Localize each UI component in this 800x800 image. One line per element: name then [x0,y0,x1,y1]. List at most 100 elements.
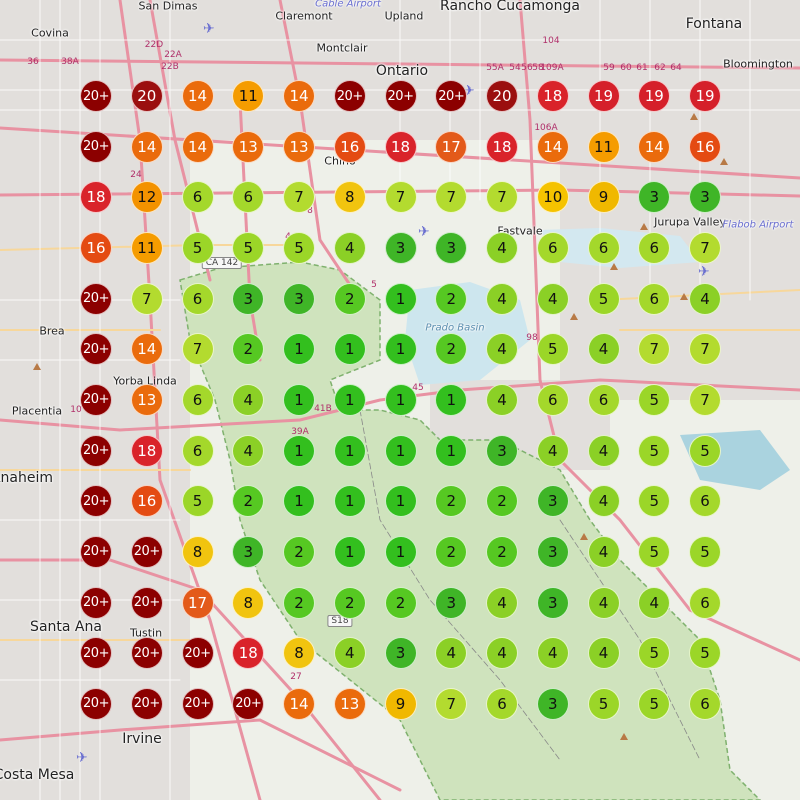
cluster-marker[interactable]: 20+ [80,687,112,720]
cluster-marker[interactable]: 2 [486,485,518,518]
cluster-marker[interactable]: 5 [689,637,721,670]
cluster-marker[interactable]: 14 [536,130,569,163]
cluster-marker[interactable]: 3 [536,586,569,619]
cluster-marker[interactable]: 13 [130,383,163,416]
cluster-marker[interactable]: 1 [333,434,366,467]
cluster-marker[interactable]: 5 [638,535,671,568]
cluster-marker[interactable]: 5 [587,282,620,315]
cluster-marker[interactable]: 4 [486,383,518,416]
cluster-marker[interactable]: 11 [232,80,265,112]
cluster-marker[interactable]: 6 [638,231,671,264]
cluster-marker[interactable]: 19 [689,80,721,112]
cluster-marker[interactable]: 1 [435,434,468,467]
cluster-marker[interactable]: 20+ [232,687,265,720]
cluster-marker[interactable]: 20 [486,80,518,112]
cluster-marker[interactable]: 18 [536,80,569,112]
cluster-marker[interactable]: 2 [435,282,468,315]
cluster-marker[interactable]: 1 [384,333,417,366]
cluster-marker[interactable]: 3 [486,434,518,467]
cluster-marker[interactable]: 4 [232,434,265,467]
cluster-marker[interactable]: 20+ [181,637,214,670]
cluster-marker[interactable]: 1 [283,434,315,467]
cluster-marker[interactable]: 7 [638,333,671,366]
cluster-marker[interactable]: 4 [435,637,468,670]
cluster-marker[interactable]: 5 [689,434,721,467]
cluster-marker[interactable]: 4 [486,586,518,619]
cluster-marker[interactable]: 5 [638,637,671,670]
cluster-marker[interactable]: 5 [181,485,214,518]
cluster-marker[interactable]: 2 [435,333,468,366]
cluster-marker[interactable]: 20+ [384,80,417,112]
cluster-marker[interactable]: 4 [536,434,569,467]
cluster-marker[interactable]: 13 [333,687,366,720]
cluster-marker[interactable]: 9 [384,687,417,720]
cluster-marker[interactable]: 14 [638,130,671,163]
cluster-marker[interactable]: 6 [536,231,569,264]
cluster-marker[interactable]: 2 [384,586,417,619]
cluster-marker[interactable]: 3 [384,637,417,670]
cluster-marker[interactable]: 20 [130,80,163,112]
cluster-marker[interactable]: 13 [283,130,315,163]
cluster-marker[interactable]: 7 [181,333,214,366]
cluster-marker[interactable]: 18 [486,130,518,163]
cluster-marker[interactable]: 2 [333,586,366,619]
cluster-marker[interactable]: 3 [384,231,417,264]
cluster-marker[interactable]: 5 [232,231,265,264]
cluster-marker[interactable]: 16 [130,485,163,518]
cluster-marker[interactable]: 16 [333,130,366,163]
cluster-marker[interactable]: 7 [689,333,721,366]
cluster-marker[interactable]: 7 [689,231,721,264]
cluster-marker[interactable]: 6 [181,383,214,416]
cluster-marker[interactable]: 5 [283,231,315,264]
cluster-marker[interactable]: 3 [536,535,569,568]
cluster-marker[interactable]: 3 [638,181,671,214]
cluster-marker[interactable]: 1 [333,535,366,568]
cluster-marker[interactable]: 4 [638,586,671,619]
cluster-marker[interactable]: 4 [587,485,620,518]
cluster-marker[interactable]: 3 [536,485,569,518]
cluster-marker[interactable]: 1 [384,282,417,315]
cluster-marker[interactable]: 4 [536,637,569,670]
cluster-marker[interactable]: 6 [536,383,569,416]
cluster-marker[interactable]: 2 [232,485,265,518]
cluster-marker[interactable]: 7 [384,181,417,214]
cluster-marker[interactable]: 2 [486,535,518,568]
cluster-marker[interactable]: 7 [486,181,518,214]
cluster-marker[interactable]: 3 [435,231,468,264]
cluster-marker[interactable]: 1 [384,535,417,568]
cluster-marker[interactable]: 5 [689,535,721,568]
cluster-marker[interactable]: 14 [283,80,315,112]
cluster-marker[interactable]: 6 [689,586,721,619]
cluster-marker[interactable]: 5 [638,485,671,518]
cluster-marker[interactable]: 1 [435,383,468,416]
cluster-marker[interactable]: 7 [130,282,163,315]
cluster-marker[interactable]: 5 [638,383,671,416]
cluster-marker[interactable]: 20+ [181,687,214,720]
cluster-marker[interactable]: 1 [384,383,417,416]
cluster-marker[interactable]: 3 [283,282,315,315]
cluster-marker[interactable]: 11 [587,130,620,163]
cluster-marker[interactable]: 20+ [130,586,163,619]
cluster-marker[interactable]: 20+ [80,282,112,315]
cluster-marker[interactable]: 3 [536,687,569,720]
cluster-marker[interactable]: 4 [689,282,721,315]
cluster-marker[interactable]: 1 [283,383,315,416]
cluster-marker[interactable]: 20+ [80,485,112,518]
cluster-marker[interactable]: 4 [333,637,366,670]
cluster-marker[interactable]: 16 [80,231,112,264]
cluster-marker[interactable]: 17 [181,586,214,619]
cluster-marker[interactable]: 20+ [130,535,163,568]
cluster-marker[interactable]: 3 [689,181,721,214]
cluster-marker[interactable]: 4 [486,231,518,264]
cluster-marker[interactable]: 1 [384,485,417,518]
cluster-marker[interactable]: 5 [181,231,214,264]
cluster-marker[interactable]: 20+ [80,586,112,619]
cluster-marker[interactable]: 20+ [130,637,163,670]
cluster-marker[interactable]: 6 [689,687,721,720]
cluster-marker[interactable]: 14 [181,80,214,112]
cluster-marker[interactable]: 14 [130,333,163,366]
cluster-marker[interactable]: 20+ [80,383,112,416]
cluster-marker[interactable]: 2 [283,535,315,568]
cluster-marker[interactable]: 19 [587,80,620,112]
cluster-marker[interactable]: 6 [486,687,518,720]
